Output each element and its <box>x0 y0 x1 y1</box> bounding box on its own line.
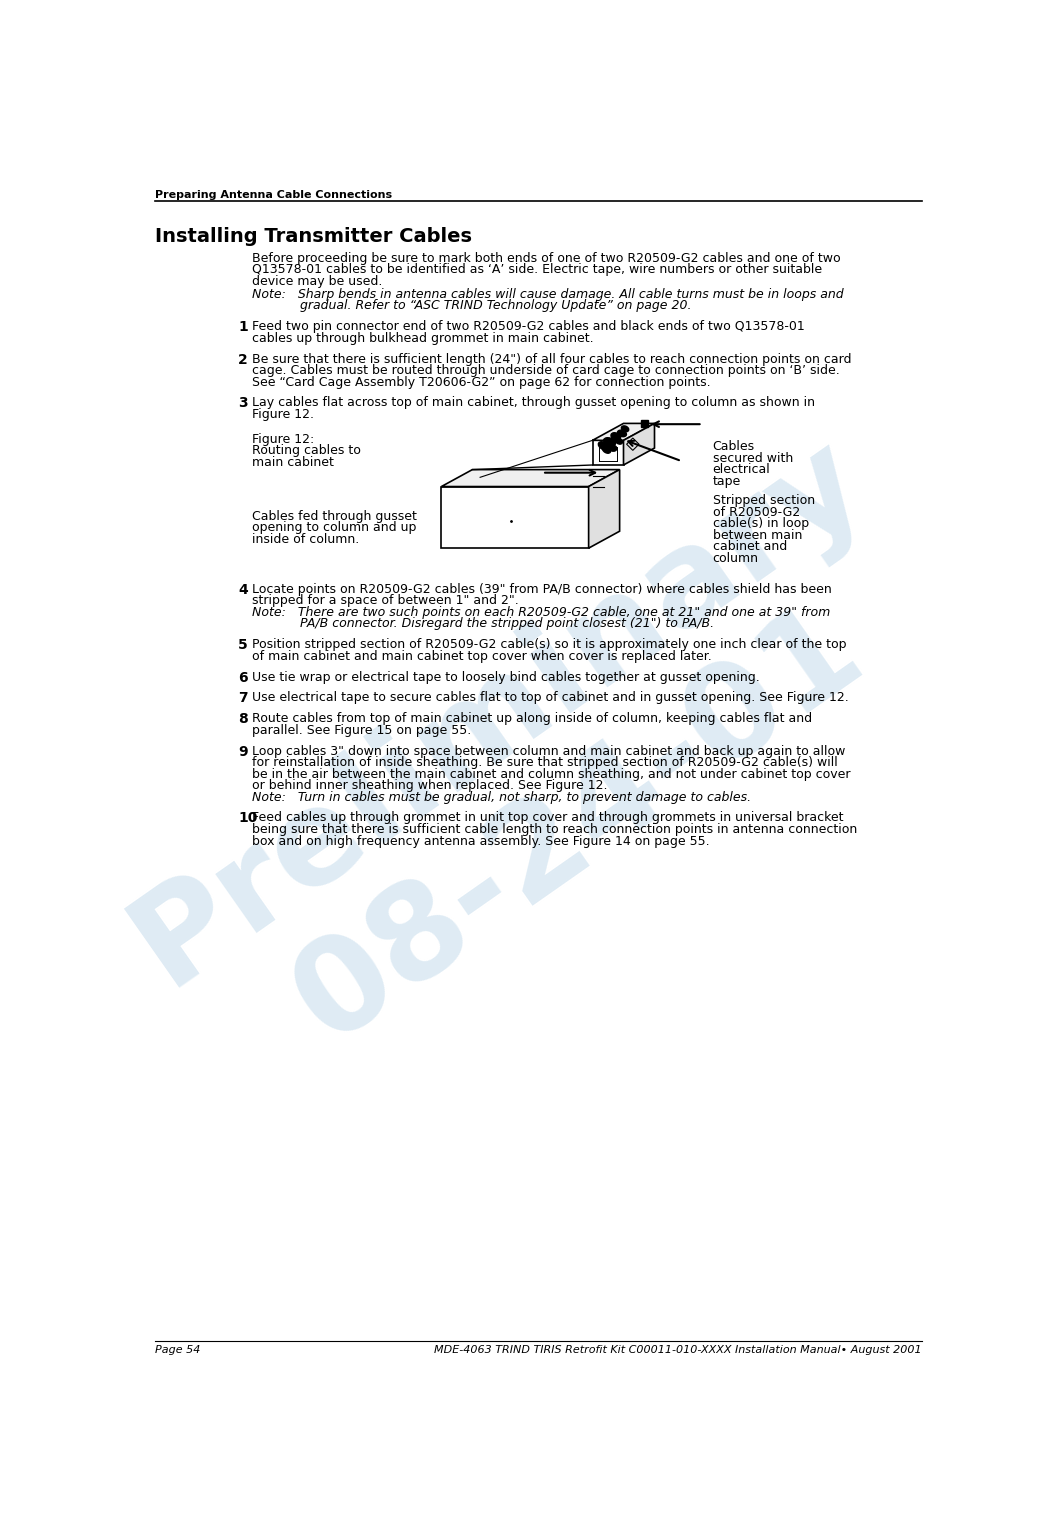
Ellipse shape <box>621 426 628 432</box>
Text: being sure that there is sufficient cable length to reach connection points in a: being sure that there is sufficient cabl… <box>251 822 857 836</box>
Text: for reinstallation of inside sheathing. Be sure that stripped section of R20509-: for reinstallation of inside sheathing. … <box>251 755 838 769</box>
Text: PA/B connector. Disregard the stripped point closest (21") to PA/B.: PA/B connector. Disregard the stripped p… <box>251 617 714 631</box>
Polygon shape <box>623 424 655 465</box>
Polygon shape <box>441 470 620 486</box>
Text: 4: 4 <box>239 582 248 597</box>
Text: Position stripped section of R20509-G2 cable(s) so it is approximately one inch : Position stripped section of R20509-G2 c… <box>251 638 846 651</box>
Text: 7: 7 <box>239 692 248 705</box>
Text: Use tie wrap or electrical tape to loosely bind cables together at gusset openin: Use tie wrap or electrical tape to loose… <box>251 670 759 684</box>
Text: parallel. See Figure 15 on page 55.: parallel. See Figure 15 on page 55. <box>251 724 471 737</box>
Text: Use electrical tape to secure cables flat to top of cabinet and in gusset openin: Use electrical tape to secure cables fla… <box>251 692 848 704</box>
Text: 2: 2 <box>239 353 248 366</box>
Text: See “Card Cage Assembly T20606-G2” on page 62 for connection points.: See “Card Cage Assembly T20606-G2” on pa… <box>251 375 710 389</box>
Polygon shape <box>441 486 589 549</box>
Text: or behind inner sheathing when replaced. See Figure 12.: or behind inner sheathing when replaced.… <box>251 780 607 792</box>
Text: Route cables from top of main cabinet up along inside of column, keeping cables : Route cables from top of main cabinet up… <box>251 713 811 725</box>
Text: device may be used.: device may be used. <box>251 275 382 287</box>
Text: 5: 5 <box>239 638 248 652</box>
Ellipse shape <box>598 442 609 450</box>
Text: 9: 9 <box>239 745 248 758</box>
Text: Routing cables to: Routing cables to <box>251 444 360 458</box>
Text: Preliminary
08-24-01: Preliminary 08-24-01 <box>110 412 967 1123</box>
Text: Installing Transmitter Cables: Installing Transmitter Cables <box>154 226 472 246</box>
Polygon shape <box>593 441 623 465</box>
Text: of R20509-G2: of R20509-G2 <box>713 506 800 518</box>
Text: cables up through bulkhead grommet in main cabinet.: cables up through bulkhead grommet in ma… <box>251 331 593 345</box>
Text: between main: between main <box>713 529 802 543</box>
Text: electrical: electrical <box>713 464 770 476</box>
Text: Before proceeding be sure to mark both ends of one of two R20509-G2 cables and o: Before proceeding be sure to mark both e… <box>251 252 840 264</box>
Text: be in the air between the main cabinet and column sheathing, and not under cabin: be in the air between the main cabinet a… <box>251 768 850 781</box>
Text: inside of column.: inside of column. <box>251 532 358 546</box>
Text: Note:   There are two such points on each R20509-G2 cable, one at 21" and one at: Note: There are two such points on each … <box>251 606 829 619</box>
Text: gradual. Refer to “ASC TRIND Technology Update” on page 20.: gradual. Refer to “ASC TRIND Technology … <box>251 299 691 313</box>
Polygon shape <box>589 470 620 549</box>
Text: tape: tape <box>713 476 741 488</box>
Text: secured with: secured with <box>713 451 792 465</box>
Ellipse shape <box>609 445 617 451</box>
Bar <box>640 420 648 427</box>
Text: Figure 12.: Figure 12. <box>251 407 313 421</box>
Text: Loop cables 3" down into space between column and main cabinet and back up again: Loop cables 3" down into space between c… <box>251 745 845 757</box>
Text: Page 54: Page 54 <box>154 1345 200 1356</box>
Ellipse shape <box>602 445 611 453</box>
Text: 10: 10 <box>239 812 257 825</box>
Text: Feed cables up through grommet in unit top cover and through grommets in univers: Feed cables up through grommet in unit t… <box>251 812 843 824</box>
Text: 6: 6 <box>239 670 248 684</box>
Text: Cables fed through gusset: Cables fed through gusset <box>251 509 416 523</box>
Ellipse shape <box>611 433 620 441</box>
Text: opening to column and up: opening to column and up <box>251 521 416 534</box>
Text: cage. Cables must be routed through underside of card cage to connection points : cage. Cables must be routed through unde… <box>251 365 840 377</box>
Ellipse shape <box>615 438 622 444</box>
Text: 1: 1 <box>239 321 248 334</box>
Text: box and on high frequency antenna assembly. See Figure 14 on page 55.: box and on high frequency antenna assemb… <box>251 834 709 848</box>
Text: main cabinet: main cabinet <box>251 456 333 468</box>
Text: column: column <box>713 552 759 565</box>
Text: Locate points on R20509-G2 cables (39" from PA/B connector) where cables shield : Locate points on R20509-G2 cables (39" f… <box>251 582 831 596</box>
Text: MDE-4063 TRIND TIRIS Retrofit Kit C00011-010-XXXX Installation Manual• August 20: MDE-4063 TRIND TIRIS Retrofit Kit C00011… <box>434 1345 922 1356</box>
Ellipse shape <box>603 438 616 445</box>
Text: Note:   Sharp bends in antenna cables will cause damage. All cable turns must be: Note: Sharp bends in antenna cables will… <box>251 287 843 301</box>
Text: 3: 3 <box>239 397 248 410</box>
Text: Figure 12:: Figure 12: <box>251 433 314 445</box>
Text: Preparing Antenna Cable Connections: Preparing Antenna Cable Connections <box>154 190 392 201</box>
Text: Stripped section: Stripped section <box>713 494 815 508</box>
Text: stripped for a space of between 1" and 2".: stripped for a space of between 1" and 2… <box>251 594 518 608</box>
Text: cabinet and: cabinet and <box>713 541 787 553</box>
Text: Cables: Cables <box>713 441 755 453</box>
Text: Feed two pin connector end of two R20509-G2 cables and black ends of two Q13578-: Feed two pin connector end of two R20509… <box>251 321 804 333</box>
Text: Q13578-01 cables to be identified as ‘A’ side. Electric tape, wire numbers or ot: Q13578-01 cables to be identified as ‘A’… <box>251 263 822 277</box>
Text: 8: 8 <box>239 713 248 727</box>
Text: Note:   Turn in cables must be gradual, not sharp, to prevent damage to cables.: Note: Turn in cables must be gradual, no… <box>251 790 750 804</box>
Text: Be sure that there is sufficient length (24") of all four cables to reach connec: Be sure that there is sufficient length … <box>251 353 851 366</box>
Text: Lay cables flat across top of main cabinet, through gusset opening to column as : Lay cables flat across top of main cabin… <box>251 397 815 409</box>
Ellipse shape <box>617 430 626 436</box>
Text: of main cabinet and main cabinet top cover when cover is replaced later.: of main cabinet and main cabinet top cov… <box>251 649 712 663</box>
Text: cable(s) in loop: cable(s) in loop <box>713 517 809 530</box>
Polygon shape <box>593 424 655 441</box>
